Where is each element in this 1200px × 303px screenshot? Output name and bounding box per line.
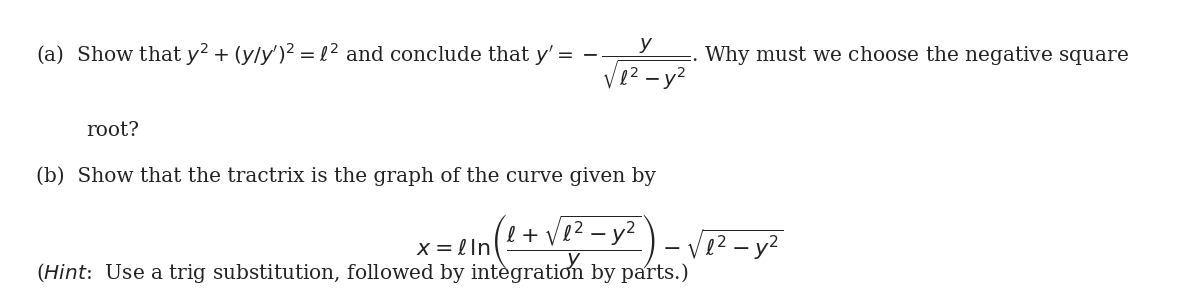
Text: $x = \ell\,\ln\!\left(\dfrac{\ell + \sqrt{\ell^2 - y^2}}{y}\right) - \sqrt{\ell^: $x = \ell\,\ln\!\left(\dfrac{\ell + \sqr… — [416, 212, 784, 271]
Text: root?: root? — [86, 121, 139, 140]
Text: (b)  Show that the tractrix is the graph of the curve given by: (b) Show that the tractrix is the graph … — [36, 167, 656, 186]
Text: (a)  Show that $y^2 + (y/y')^2 = \ell^2$ and conclude that $y' = -\dfrac{y}{\sqr: (a) Show that $y^2 + (y/y')^2 = \ell^2$ … — [36, 36, 1129, 91]
Text: ($\mathit{Hint}$:  Use a trig substitution, followed by integration by parts.): ($\mathit{Hint}$: Use a trig substitutio… — [36, 261, 689, 285]
